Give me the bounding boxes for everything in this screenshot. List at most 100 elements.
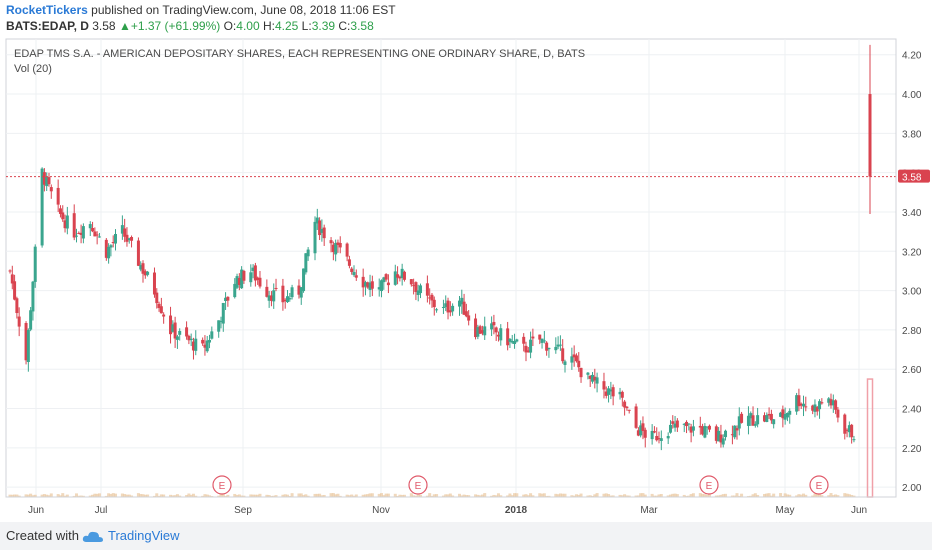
volume-bar <box>111 493 115 497</box>
candle-body <box>529 339 533 353</box>
candle-body <box>283 299 287 301</box>
volume-bar <box>492 494 496 497</box>
volume-bar <box>698 493 702 497</box>
candle-body <box>639 425 643 436</box>
candle-body <box>779 412 783 417</box>
volume-bar <box>49 493 53 497</box>
candle-body <box>412 285 416 287</box>
x-tick-label: Nov <box>372 505 390 516</box>
earnings-marker <box>408 475 428 495</box>
volume-bar <box>563 493 567 497</box>
candle-body <box>318 220 322 236</box>
footer: Created with TradingView <box>0 522 932 550</box>
candle-body <box>818 401 822 410</box>
volume-bar <box>58 495 62 497</box>
volume-bar <box>634 495 638 497</box>
earnings-marker <box>809 475 829 495</box>
volume-bar <box>623 494 627 497</box>
volume-bar <box>256 494 260 497</box>
volume-bar <box>315 493 319 497</box>
candle-body <box>210 331 214 339</box>
volume-bar <box>203 494 207 497</box>
volume-bar <box>432 494 436 497</box>
grid-lines <box>6 39 896 497</box>
volume-bar <box>799 494 803 497</box>
tradingview-brand[interactable]: TradingView <box>108 528 180 543</box>
volume-bar <box>299 493 303 497</box>
candle-body <box>396 274 400 278</box>
candle-body <box>634 406 638 428</box>
earnings-marker <box>699 475 719 495</box>
volume-bar <box>655 495 659 497</box>
volume-bar <box>441 495 445 497</box>
candle-body <box>538 334 542 340</box>
volume-bar <box>813 493 817 497</box>
candle-body <box>217 320 221 332</box>
x-tick-label: Mar <box>640 505 658 516</box>
volume-bar <box>554 493 558 497</box>
candle-body <box>813 404 817 412</box>
volume-bar <box>574 494 578 497</box>
volume-bar <box>320 495 324 497</box>
volume-bar <box>136 493 140 497</box>
candle-body <box>258 277 262 287</box>
volume-bar <box>233 493 237 497</box>
candle-body <box>93 231 97 237</box>
author-link[interactable]: RocketTickers <box>6 3 88 17</box>
volume-bar <box>818 494 822 497</box>
candle-body <box>847 425 851 433</box>
y-tick-label: 2.80 <box>902 326 922 337</box>
volume-bar <box>318 493 322 497</box>
candle-body <box>81 226 85 239</box>
candle-body <box>171 324 175 332</box>
candle-body <box>554 346 558 351</box>
y-tick-label: 3.00 <box>902 287 922 298</box>
candle-body <box>414 282 418 292</box>
low-label: L: <box>301 19 312 33</box>
volume-bar <box>815 493 819 497</box>
price-axis[interactable]: 2.002.202.402.602.803.003.203.403.603.80… <box>895 39 922 497</box>
candle-body <box>547 347 551 350</box>
volume-bar <box>545 495 549 497</box>
candle-body <box>345 243 349 257</box>
volume-bar <box>191 493 195 497</box>
candle-body <box>299 287 303 298</box>
candle-body <box>444 303 448 307</box>
volume-bar <box>329 493 333 497</box>
candle-body <box>320 228 324 233</box>
volume-bar <box>657 494 661 497</box>
volume-bar <box>490 495 494 497</box>
candle-body <box>767 414 771 416</box>
volume-bar <box>419 494 423 497</box>
volume-bar <box>788 494 792 497</box>
candle-body <box>77 233 81 235</box>
candle-body <box>425 283 429 296</box>
candle-body <box>746 415 750 426</box>
candle-body <box>765 415 769 423</box>
candle-body <box>79 232 83 235</box>
candle-body <box>29 310 33 330</box>
volume-bar <box>717 495 721 497</box>
candle-body <box>146 271 150 275</box>
volume-bar <box>515 493 519 497</box>
time-axis[interactable]: Jun Jul Sep Nov 2018 Mar May Jun <box>6 496 896 516</box>
volume-bar <box>17 495 21 497</box>
volume-bar <box>224 495 228 497</box>
candle-body <box>595 377 599 384</box>
volume-bar <box>591 495 595 497</box>
volume-bar <box>639 493 643 497</box>
volume-bar <box>804 494 808 497</box>
candle-body <box>40 168 44 246</box>
volume-bar <box>701 493 705 497</box>
volume-bar <box>779 493 783 497</box>
price-chart[interactable]: 2.002.202.402.602.803.003.203.403.603.80… <box>0 38 932 522</box>
volume-bar <box>691 493 695 497</box>
y-tick-label: 4.00 <box>902 90 922 101</box>
last-price-text: 3.58 <box>902 173 922 184</box>
candle-body <box>467 315 471 321</box>
chart-area[interactable]: 2.002.202.402.602.803.003.203.403.603.80… <box>0 38 932 522</box>
candle-body <box>772 419 776 425</box>
volume-bar <box>201 495 205 497</box>
volume-bar <box>749 495 753 497</box>
candle-body <box>724 430 728 438</box>
